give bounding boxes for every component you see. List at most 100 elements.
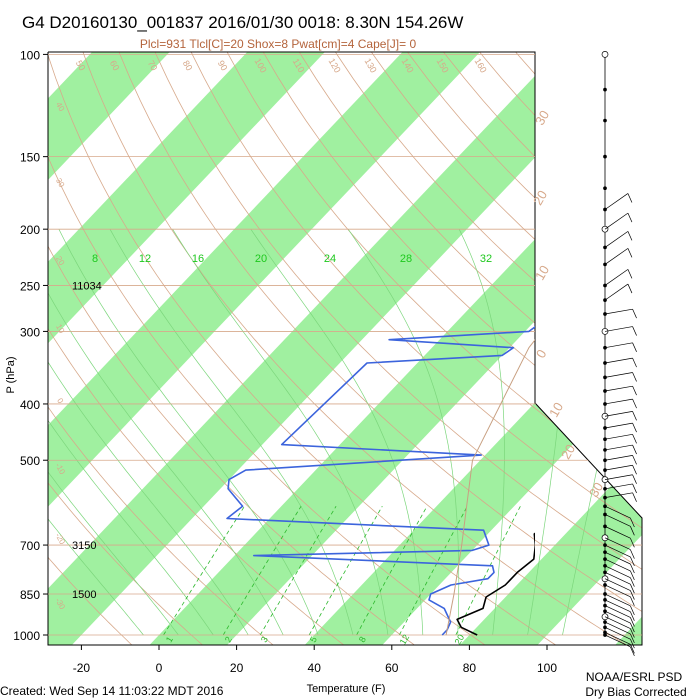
wind-barb [604,474,633,480]
mixing-ratio-label: 24 [324,253,336,265]
y-tick-label: 500 [20,454,40,468]
mixing-ratio-label: 32 [480,253,492,265]
temperature-band [302,52,642,645]
wind-barb-flag [630,563,635,574]
mixing-ratio-line [308,505,383,636]
x-tick-label: 0 [156,661,163,675]
wind-barb [604,411,633,417]
x-axis-label: Temperature (F) [307,683,386,695]
wind-barb-flag [630,577,635,587]
wind-barb [604,193,629,210]
theta-e-label: 10 [546,400,566,420]
wind-barb-flag [630,556,635,567]
moist-adiabat [347,229,460,635]
wind-barb-flag [630,646,635,656]
wind-barb [604,464,633,471]
isobars [48,54,642,636]
wind-barb [604,514,631,527]
dry-adiabat [48,52,135,645]
wind-barb [604,599,631,613]
x-tick-label: 60 [385,661,399,675]
dewpoint-line [226,326,535,636]
wind-barb-flag [627,193,633,203]
mixing-ratio-line [356,506,428,636]
wind-barb [604,526,631,539]
wind-barb [604,248,629,265]
y-tick-label: 400 [20,398,40,412]
mixing-ratio-line [222,505,302,636]
wind-barb-flag [632,483,637,494]
wind-barb [604,326,633,332]
wind-barb [604,610,631,624]
temperature-band [48,52,377,645]
wind-barb-flag [630,617,635,627]
temperature-band [48,52,642,645]
wind-barb [604,634,631,648]
wind-barb-flag [630,570,635,581]
wind-barb-flag [630,584,635,594]
y-tick-label: 850 [20,588,40,602]
wind-barb [604,616,631,629]
wind-point [603,118,607,123]
wind-barb-flag [632,372,637,382]
mixing-ratio-bottom-label: 20 [453,633,467,647]
x-tick-label: 100 [537,661,557,675]
wind-point [603,87,607,92]
left-temperature-label: -20 [53,531,67,546]
wind-barb [604,283,629,301]
wind-barb [604,231,629,248]
wind-barb [604,605,631,618]
plot-frame [47,51,643,646]
wind-point [601,51,609,58]
wind-barb [604,269,629,286]
wind-barb [604,385,633,392]
left-temperature-label: 0 [55,397,65,406]
wind-barb-flag [630,596,635,606]
wind-barb [604,565,631,578]
theta-e-label: 10 [532,263,552,283]
theta-e-label: 30 [586,480,606,500]
mixing-ratio-line [455,506,521,636]
wind-point [603,154,607,159]
wind-barb-flag [630,605,635,615]
wind-barb-flag [632,444,637,455]
pressure-axis: 100 150 200 250 300 400 500 700 850 1000 [13,48,48,643]
moist-adiabat [48,229,284,636]
mixing-ratio-label: 28 [400,253,412,265]
wind-barb-flag [632,342,637,352]
dry-adiabat [48,52,277,645]
mixing-ratio-label: 16 [192,253,204,265]
wind-barb [604,357,633,364]
y-tick-label: 700 [20,539,40,553]
moist-adiabat [172,229,389,636]
chart-title: G4 D20160130_001837 2016/01/30 0018: 8.3… [22,13,463,32]
wind-barb [604,444,633,451]
temperature-line [456,532,535,636]
moist-adiabat [48,229,249,636]
theta-label: 50 [74,59,88,73]
dry-adiabat [48,52,348,645]
wind-point [603,186,607,191]
wind-barb [604,422,633,429]
wind-barb-flag [630,639,635,649]
y-tick-label: 200 [20,223,40,237]
dry-adiabat [48,52,206,645]
wind-barb-flag [632,492,637,502]
org-credit: NOAA/ESRL PSD [586,670,683,684]
wind-barb-flag [630,590,635,600]
wind-barb-flag [627,269,633,279]
wind-barb [604,308,633,315]
wind-barb-flag [627,212,633,223]
wind-barb-flag [632,357,637,368]
wind-barb-flag [627,283,633,294]
mixing-ratio-label: 20 [255,253,267,265]
wind-barb-flag [632,434,637,444]
wind-barb-flag [627,231,633,241]
wind-barb [604,578,631,591]
wind-barb-flag [630,538,635,548]
wind-barb-flag [632,411,637,421]
sounding-series [226,326,535,636]
mixing-ratio-line [259,505,337,636]
mixing-ratio-line [399,506,468,636]
